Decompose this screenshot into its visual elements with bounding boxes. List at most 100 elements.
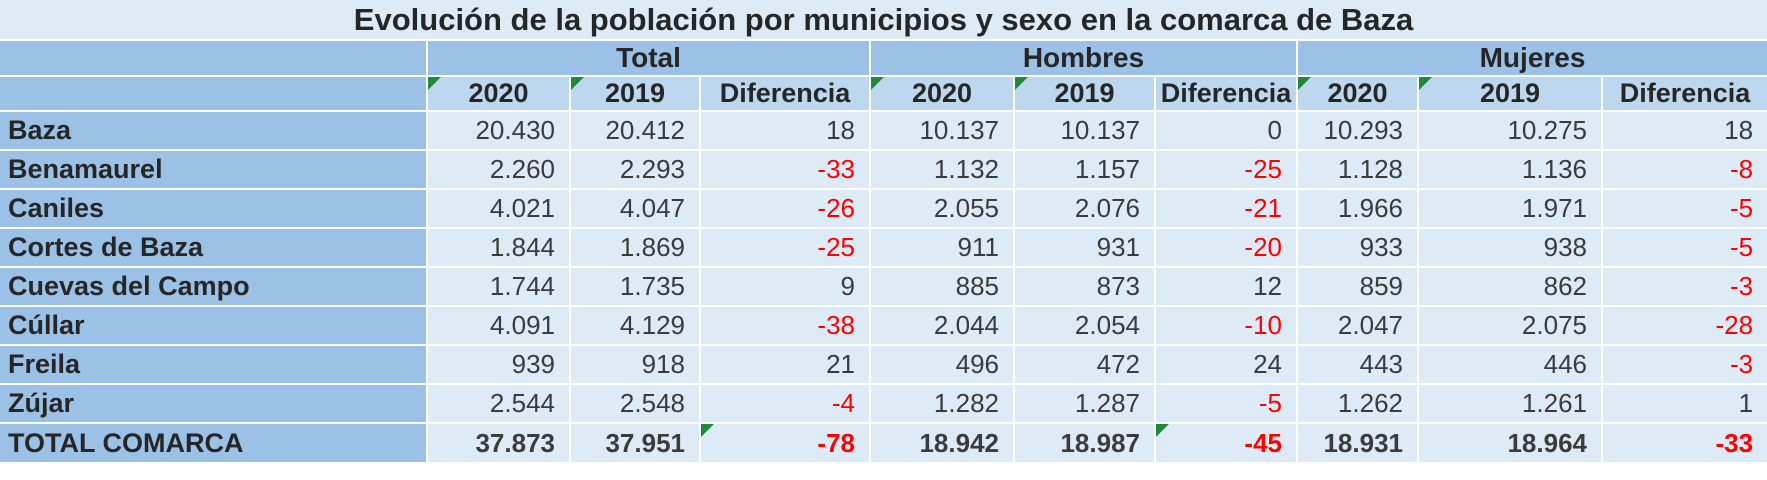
table-cell[interactable]: -25 (699, 227, 871, 268)
table-cell[interactable]: 472 (1013, 344, 1156, 385)
table-cell[interactable]: 2.076 (1013, 188, 1156, 229)
group-header-hombres[interactable]: Hombres (869, 39, 1298, 77)
table-cell[interactable]: -5 (1600, 227, 1767, 268)
table-cell[interactable]: -38 (699, 305, 871, 346)
table-cell[interactable]: 18 (699, 110, 871, 151)
table-cell[interactable]: 931 (1013, 227, 1156, 268)
col-header-total-2020[interactable]: 2020 (426, 75, 571, 112)
table-cell[interactable]: 10.293 (1296, 110, 1419, 151)
table-cell[interactable]: 18 (1600, 110, 1767, 151)
table-cell[interactable]: 9 (699, 266, 871, 307)
table-cell[interactable]: 10.137 (1013, 110, 1156, 151)
table-cell[interactable]: 2.544 (426, 383, 571, 424)
table-cell[interactable]: 446 (1417, 344, 1603, 385)
table-cell[interactable]: 37.951 (569, 422, 701, 462)
table-cell[interactable]: 1.869 (569, 227, 701, 268)
table-cell[interactable]: 12 (1154, 266, 1298, 307)
table-cell[interactable]: 1.287 (1013, 383, 1156, 424)
table-cell[interactable]: 1.966 (1296, 188, 1419, 229)
table-cell[interactable]: -26 (699, 188, 871, 229)
table-cell[interactable]: 2.044 (869, 305, 1015, 346)
row-label-total-comarca[interactable]: TOTAL COMARCA (0, 422, 428, 462)
table-cell[interactable]: -4 (699, 383, 871, 424)
table-cell[interactable]: 20.430 (426, 110, 571, 151)
row-label-cuevas-del-campo[interactable]: Cuevas del Campo (0, 266, 428, 307)
table-cell[interactable]: 10.137 (869, 110, 1015, 151)
table-cell[interactable]: -25 (1154, 149, 1298, 190)
col-header-total-diferencia[interactable]: Diferencia (699, 75, 871, 112)
table-cell[interactable]: 2.293 (569, 149, 701, 190)
table-cell[interactable]: 21 (699, 344, 871, 385)
table-cell[interactable]: 911 (869, 227, 1015, 268)
corner-cell[interactable] (0, 75, 428, 112)
table-cell[interactable]: -3 (1600, 344, 1767, 385)
table-cell[interactable]: -21 (1154, 188, 1298, 229)
table-cell[interactable]: 18.987 (1013, 422, 1156, 462)
col-header-mujeres-2020[interactable]: 2020 (1296, 75, 1419, 112)
table-cell[interactable]: 1.971 (1417, 188, 1603, 229)
table-cell[interactable]: -3 (1600, 266, 1767, 307)
col-header-total-2019[interactable]: 2019 (569, 75, 701, 112)
table-cell[interactable]: 24 (1154, 344, 1298, 385)
table-cell[interactable]: 2.054 (1013, 305, 1156, 346)
table-cell[interactable]: 18.964 (1417, 422, 1603, 462)
row-label-baza[interactable]: Baza (0, 110, 428, 151)
table-cell[interactable]: -10 (1154, 305, 1298, 346)
table-cell[interactable]: 2.055 (869, 188, 1015, 229)
row-label-freila[interactable]: Freila (0, 344, 428, 385)
table-cell[interactable]: -28 (1600, 305, 1767, 346)
table-cell[interactable]: 4.129 (569, 305, 701, 346)
table-cell[interactable]: 18.942 (869, 422, 1015, 462)
row-label-cullar[interactable]: Cúllar (0, 305, 428, 346)
col-header-mujeres-2019[interactable]: 2019 (1417, 75, 1603, 112)
group-header-total[interactable]: Total (426, 39, 871, 77)
table-cell[interactable]: 1.735 (569, 266, 701, 307)
table-cell[interactable]: 938 (1417, 227, 1603, 268)
table-cell[interactable]: 10.275 (1417, 110, 1603, 151)
table-cell[interactable]: -33 (1600, 422, 1767, 462)
table-cell[interactable]: 1.261 (1417, 383, 1603, 424)
table-cell[interactable]: -8 (1600, 149, 1767, 190)
table-cell[interactable]: 1.157 (1013, 149, 1156, 190)
table-cell[interactable]: 4.047 (569, 188, 701, 229)
table-cell[interactable]: 443 (1296, 344, 1419, 385)
table-cell[interactable]: 18.931 (1296, 422, 1419, 462)
table-cell[interactable]: 1.132 (869, 149, 1015, 190)
col-header-hombres-2019[interactable]: 2019 (1013, 75, 1156, 112)
table-cell[interactable]: 20.412 (569, 110, 701, 151)
group-header-mujeres[interactable]: Mujeres (1295, 39, 1767, 77)
col-header-hombres-diferencia[interactable]: Diferencia (1154, 75, 1298, 112)
row-label-caniles[interactable]: Caniles (0, 188, 428, 229)
corner-cell[interactable] (0, 39, 428, 77)
col-header-mujeres-diferencia[interactable]: Diferencia (1600, 75, 1767, 112)
table-cell[interactable]: 2.260 (426, 149, 571, 190)
table-cell[interactable]: 1 (1600, 383, 1767, 424)
table-cell[interactable]: 939 (426, 344, 571, 385)
table-cell[interactable]: -20 (1154, 227, 1298, 268)
col-header-hombres-2020[interactable]: 2020 (869, 75, 1015, 112)
table-cell[interactable]: 2.075 (1417, 305, 1603, 346)
table-cell[interactable]: 885 (869, 266, 1015, 307)
row-label-cortes-de-baza[interactable]: Cortes de Baza (0, 227, 428, 268)
table-cell[interactable]: -45 (1154, 422, 1298, 462)
table-cell[interactable]: 2.047 (1296, 305, 1419, 346)
table-cell[interactable]: 1.136 (1417, 149, 1603, 190)
table-cell[interactable]: 862 (1417, 266, 1603, 307)
table-cell[interactable]: 1.128 (1296, 149, 1419, 190)
table-cell[interactable]: 859 (1296, 266, 1419, 307)
table-cell[interactable]: 4.021 (426, 188, 571, 229)
table-cell[interactable]: 2.548 (569, 383, 701, 424)
table-cell[interactable]: 1.844 (426, 227, 571, 268)
row-label-zujar[interactable]: Zújar (0, 383, 428, 424)
table-cell[interactable]: 918 (569, 344, 701, 385)
table-cell[interactable]: 873 (1013, 266, 1156, 307)
table-cell[interactable]: 4.091 (426, 305, 571, 346)
table-cell[interactable]: 1.262 (1296, 383, 1419, 424)
table-cell[interactable]: -5 (1154, 383, 1298, 424)
table-cell[interactable]: 933 (1296, 227, 1419, 268)
table-cell[interactable]: 37.873 (426, 422, 571, 462)
table-cell[interactable]: 496 (869, 344, 1015, 385)
table-cell[interactable]: -78 (699, 422, 871, 462)
row-label-benamaurel[interactable]: Benamaurel (0, 149, 428, 190)
table-cell[interactable]: 0 (1154, 110, 1298, 151)
